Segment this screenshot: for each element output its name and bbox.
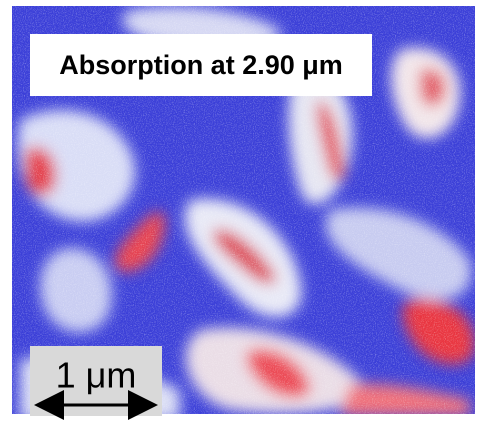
- absorption-map-figure: Absorption at 2.90 μm 1 μm: [0, 0, 485, 421]
- page: Absorption at 2.90 μm 1 μm (() => { cons…: [0, 0, 485, 421]
- map-title: Absorption at 2.90 μm: [59, 50, 343, 80]
- scale-bar-label: 1 μm: [56, 355, 137, 396]
